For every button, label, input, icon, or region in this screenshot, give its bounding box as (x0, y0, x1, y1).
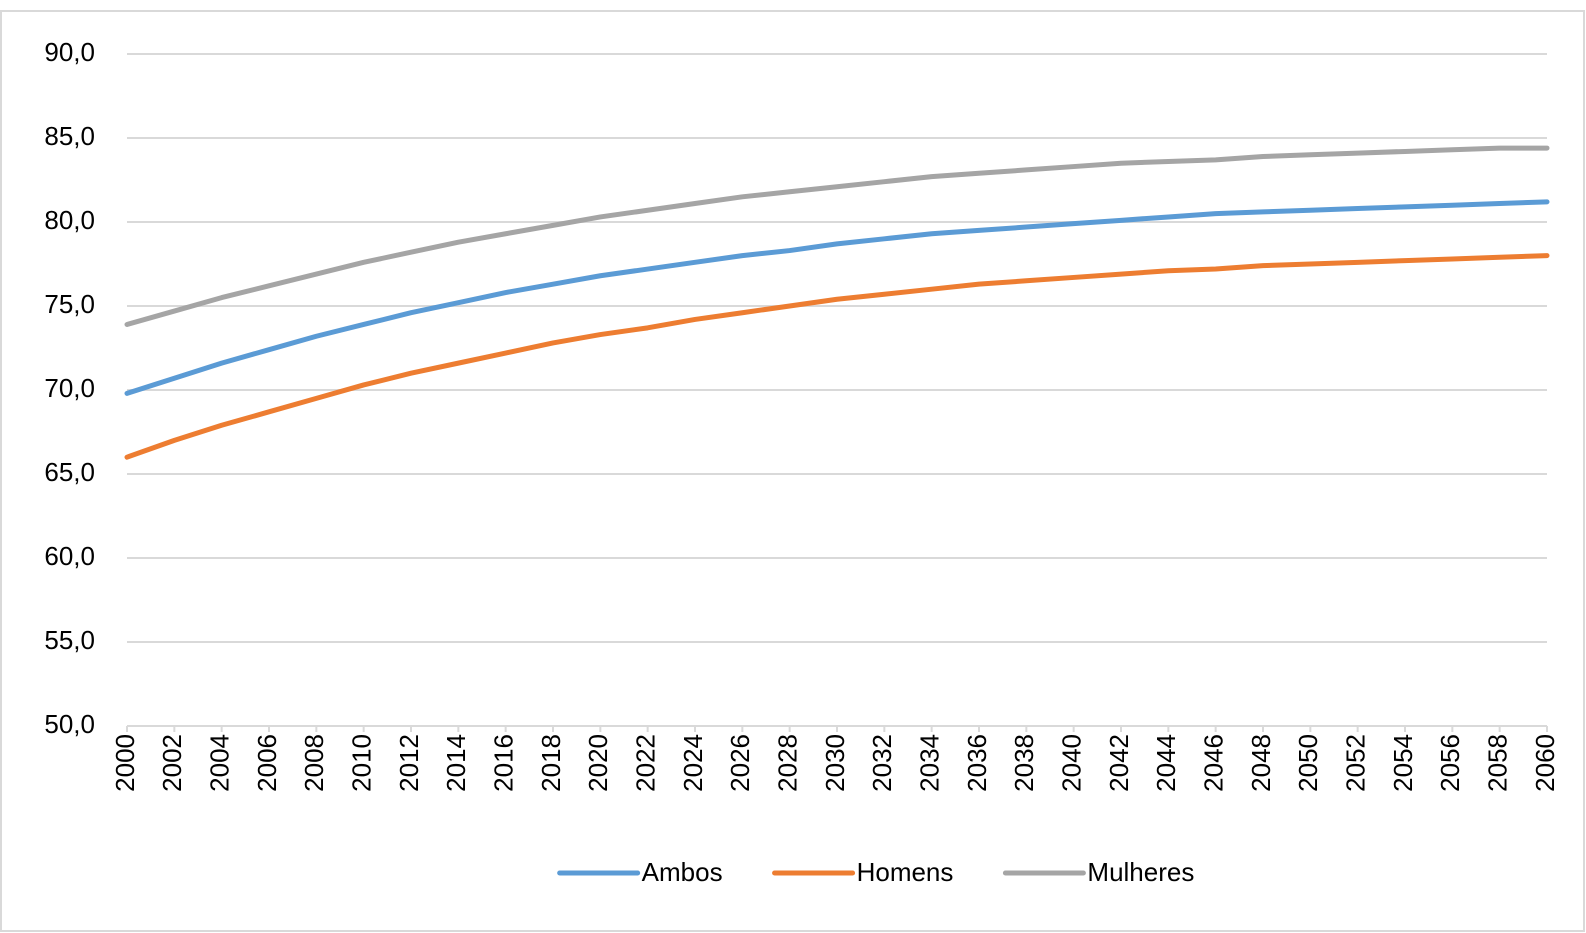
x-tick-label: 2058 (1483, 734, 1513, 792)
x-tick-label: 2052 (1341, 734, 1371, 792)
line-series (124, 199, 1550, 396)
x-tick-label: 2004 (205, 734, 235, 792)
legend-label: Ambos (642, 857, 723, 887)
x-tick-label: 2050 (1293, 734, 1323, 792)
x-tick-label: 2010 (347, 734, 377, 792)
x-tick-label: 2046 (1199, 734, 1229, 792)
x-tick-label: 2020 (583, 734, 613, 792)
line-series (124, 145, 1550, 327)
x-tick-label: 2016 (489, 734, 519, 792)
x-tick-label: 2056 (1435, 734, 1465, 792)
y-tick-label: 90,0 (44, 37, 95, 67)
x-tick-label: 2000 (110, 734, 140, 792)
y-tick-label: 85,0 (44, 121, 95, 151)
x-tick-label: 2018 (536, 734, 566, 792)
x-tick-label: 2040 (1057, 734, 1087, 792)
x-tick-label: 2032 (867, 734, 897, 792)
y-tick-label: 75,0 (44, 289, 95, 319)
x-tick-label: 2030 (820, 734, 850, 792)
x-tick-label: 2002 (157, 734, 187, 792)
legend-label: Homens (857, 857, 954, 887)
x-tick-label: 2036 (962, 734, 992, 792)
y-tick-label: 60,0 (44, 541, 95, 571)
line-series (124, 253, 1550, 460)
x-tick-label: 2024 (678, 734, 708, 792)
y-tick-label: 55,0 (44, 625, 95, 655)
y-tick-label: 70,0 (44, 373, 95, 403)
x-tick-label: 2012 (394, 734, 424, 792)
legend-label: Mulheres (1087, 857, 1194, 887)
x-tick-label: 2048 (1246, 734, 1276, 792)
x-tick-label: 2028 (773, 734, 803, 792)
y-tick-label: 65,0 (44, 457, 95, 487)
x-tick-label: 2060 (1530, 734, 1560, 792)
x-tick-label: 2008 (299, 734, 329, 792)
x-tick-label: 2044 (1151, 734, 1181, 792)
chart-border (0, 10, 1585, 932)
x-tick-label: 2034 (915, 734, 945, 792)
y-tick-label: 50,0 (44, 709, 95, 739)
x-tick-label: 2026 (725, 734, 755, 792)
x-tick-label: 2022 (631, 734, 661, 792)
x-tick-label: 2014 (441, 734, 471, 792)
x-tick-label: 2038 (1009, 734, 1039, 792)
x-tick-label: 2006 (252, 734, 282, 792)
x-tick-label: 2054 (1388, 734, 1418, 792)
x-tick-label: 2042 (1104, 734, 1134, 792)
y-tick-label: 80,0 (44, 205, 95, 235)
